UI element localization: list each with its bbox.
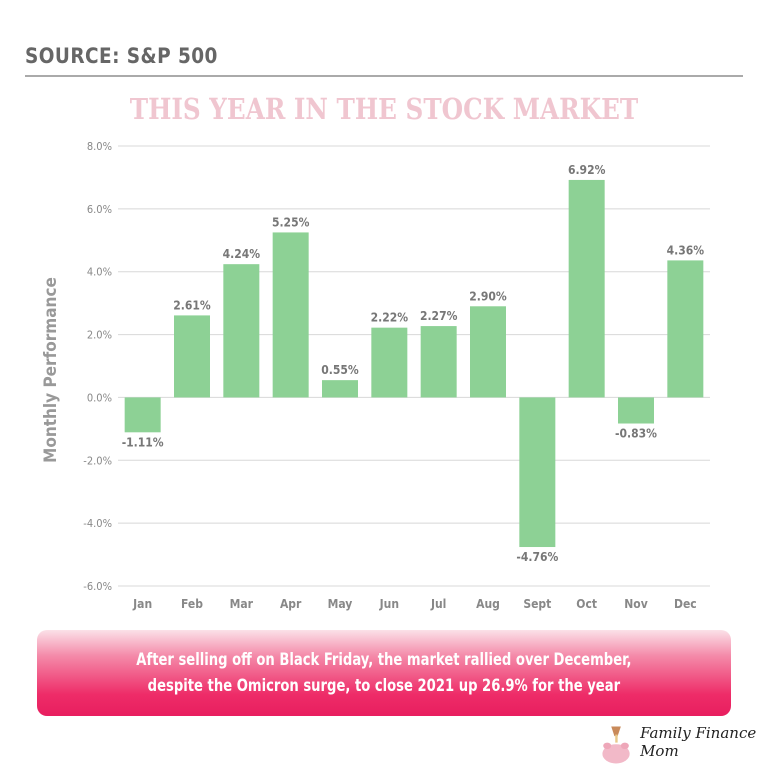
bar-nov <box>618 397 654 424</box>
logo: Family Finance Mom <box>600 722 768 768</box>
y-tick-label: 2.0% <box>87 329 112 342</box>
bar-mar <box>223 264 260 398</box>
data-label: 2.61% <box>173 298 211 312</box>
y-tick-label: -2.0% <box>83 454 112 467</box>
bar-chart: 8.0% 6.0% 4.0% 2.0% 0.0% -2.0% -4.0% -6.0% -1.11… <box>41 140 710 611</box>
bar-jan <box>124 397 161 433</box>
data-label: 6.92% <box>568 163 606 177</box>
x-tick-label: Mar <box>230 597 254 611</box>
data-label: 2.22% <box>371 311 409 325</box>
y-tick-label: 8.0% <box>87 140 112 153</box>
data-label: -4.76% <box>516 550 558 564</box>
data-label: 2.27% <box>420 309 458 323</box>
piggy-bank-icon <box>602 726 630 764</box>
bar-sept <box>519 397 556 548</box>
bar-dec <box>667 260 704 398</box>
bar-may <box>322 380 358 398</box>
data-label: 4.36% <box>667 243 705 257</box>
y-tick-label: 0.0% <box>87 391 112 404</box>
x-tick-label: Jun <box>379 597 399 611</box>
x-tick-label: Feb <box>181 597 203 611</box>
y-tick-label: -4.0% <box>83 517 112 530</box>
x-tick-label: Oct <box>576 597 597 611</box>
y-tick-label: 6.0% <box>87 203 112 216</box>
data-label: 0.55% <box>321 363 359 377</box>
y-tick-label: -6.0% <box>83 580 112 593</box>
x-tick-label: Jul <box>430 597 446 611</box>
bar-feb <box>174 315 210 398</box>
summary-banner: After selling off on Black Friday, the m… <box>37 630 731 716</box>
x-tick-label: Nov <box>624 597 648 611</box>
data-label: -0.83% <box>615 427 657 441</box>
bar-apr <box>272 232 309 398</box>
x-tick-label: Aug <box>476 597 500 611</box>
y-tick-label: 4.0% <box>87 266 112 279</box>
summary-text: After selling off on Black Friday, the m… <box>136 650 632 696</box>
data-label: 5.25% <box>272 215 310 229</box>
logo-text: Family Finance Mom <box>640 724 757 760</box>
divider <box>25 75 743 77</box>
source-label: SOURCE: S&P 500 <box>25 44 218 68</box>
x-tick-label: Dec <box>674 597 697 611</box>
bar-aug <box>470 306 506 398</box>
bar-jun <box>371 327 408 398</box>
bar-oct <box>568 179 605 398</box>
chart-title: THIS YEAR IN THE STOCK MARKET <box>129 92 639 126</box>
data-label: -1.11% <box>122 435 164 449</box>
x-tick-label: Sept <box>523 597 551 611</box>
data-label: 4.24% <box>223 247 261 261</box>
x-tick-label: May <box>328 597 353 611</box>
bar-jul <box>420 326 457 398</box>
x-tick-label: Jan <box>132 597 152 611</box>
y-axis-label: Monthly Performance <box>41 277 61 463</box>
x-tick-label: Apr <box>280 597 302 611</box>
data-label: 2.90% <box>469 289 507 303</box>
